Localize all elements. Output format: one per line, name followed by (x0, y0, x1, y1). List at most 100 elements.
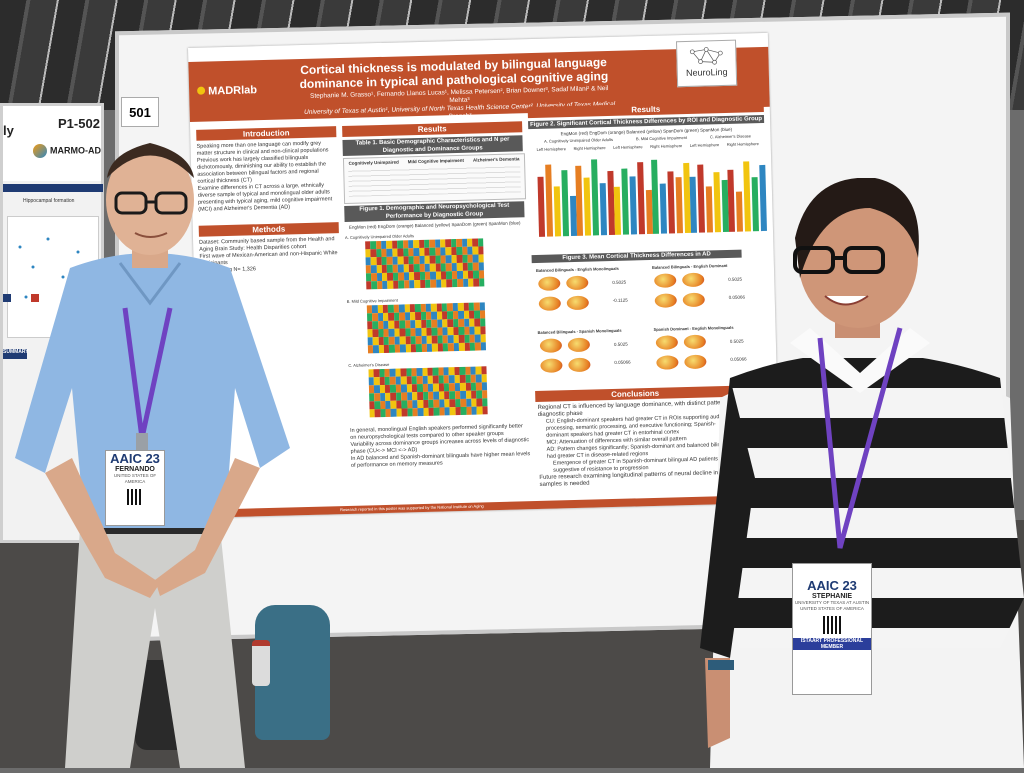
figure1-heatmap-b (366, 302, 487, 354)
neighbor-poster-bar (3, 184, 103, 192)
heatmap-cell (481, 390, 488, 399)
heatmap-cell (479, 310, 486, 319)
neighbor-poster-summary: SUMMARY (3, 349, 29, 359)
madrlab-logo: MADRlab (197, 84, 257, 98)
hemisphere-label: Left Hemisphere (613, 144, 643, 150)
neighbor-poster-number: P1-502 (58, 116, 100, 131)
badge-logo: AAIC 23 (110, 451, 160, 466)
figure1-title: Figure 1. Demographic and Neuropsycholog… (344, 201, 525, 222)
badge-org: UNIVERSITY OF TEXAS AT AUSTIN (794, 600, 870, 605)
brain-map (567, 337, 591, 353)
badge-country: UNITED STATES OF AMERICA (800, 606, 864, 611)
bar (545, 164, 554, 237)
figure3-panel-label: Balanced Bilinguals - Spanish Monolingua… (537, 327, 622, 335)
bar (659, 183, 668, 234)
heatmap-cell (480, 342, 487, 351)
bar (613, 186, 622, 235)
brain-map (655, 335, 679, 350)
heatmap-cell (482, 406, 488, 415)
badge-org: UNITED STATES OF AMERICA (113, 473, 157, 484)
brain-map (538, 296, 561, 311)
hemisphere-label: Left Hemisphere (689, 142, 720, 148)
bar (629, 176, 638, 235)
bar-group (613, 162, 654, 235)
brain-map (540, 358, 563, 373)
heatmap-cell (478, 278, 485, 287)
bar (599, 183, 608, 236)
research-poster: MADRlab Cortical thickness is modulated … (188, 32, 781, 518)
heatmap-cell (480, 334, 486, 343)
brain-map (654, 293, 677, 308)
heatmap-cell (480, 326, 486, 335)
bar (591, 159, 600, 236)
neuroling-logo-text: NeuroLing (685, 66, 728, 78)
figure1-panel-label: B. Mild Cognitive Impairment (346, 297, 398, 304)
neighbor-poster-title-fragment: ly (3, 123, 14, 138)
badge-member-tag: ISTAART PROFESSIONAL MEMBER (793, 638, 871, 650)
heatmap-cell (477, 246, 484, 255)
hemisphere-label: Right Hemisphere (650, 143, 683, 149)
badge-logo: AAIC 23 (807, 578, 857, 593)
heatmap-cell (481, 382, 488, 391)
madrlab-logo-icon (197, 86, 206, 95)
table1-column: Mild Cognitive Impairment (407, 157, 465, 165)
bar (621, 168, 630, 235)
neighbor-poster-legend-swatch (3, 294, 11, 302)
colorbar-label: 0.05066 (614, 359, 631, 365)
neighbor-poster-label: Hippocampal formation (23, 198, 75, 204)
bar (675, 177, 684, 234)
hemisphere-label: Left Hemisphere (536, 146, 567, 152)
person-right: AAIC 23 STEPHANIE UNIVERSITY OF TEXAS AT… (700, 177, 1024, 768)
brain-map (538, 276, 561, 291)
heatmap-cell (481, 374, 487, 383)
bar (553, 186, 562, 237)
neighbor-poster-logo: MARMO-AD (33, 144, 101, 158)
colorbar-label: 0.5025 (612, 279, 627, 285)
heatmap-cell (481, 398, 488, 407)
neuroling-logo: NeuroLing (675, 39, 738, 88)
badge-name: STEPHANIE (811, 593, 853, 600)
brain-map (539, 338, 563, 353)
brain-map (656, 355, 679, 370)
bar-group (651, 159, 692, 234)
badge-name: FERNANDO (115, 466, 155, 473)
neighbor-poster-legend-swatch (31, 294, 39, 302)
bar (651, 159, 660, 234)
figure2-panel-label: A. Cognitively Unimpaired Older Adults (543, 136, 614, 144)
brain-map (568, 357, 591, 373)
figure2-panel-label: C. Alzheimer's Disease (709, 133, 752, 140)
heatmap-cell (481, 366, 487, 375)
hemisphere-label: Right Hemisphere (573, 145, 606, 151)
colorbar-label: -0.1125 (612, 297, 628, 303)
hemisphere-label: Right Hemisphere (726, 141, 759, 147)
brain-map (566, 295, 589, 311)
bar (667, 171, 676, 234)
bar (575, 165, 584, 236)
bar-group (575, 159, 616, 236)
table1-column: Cognitively Unimpaired (348, 159, 399, 166)
madrlab-logo-text: MADRlab (207, 84, 258, 98)
brain-map (566, 275, 589, 291)
board-number: 501 (121, 97, 159, 127)
figure3-panel-label: Balanced Bilinguals - English Monolingua… (535, 265, 619, 273)
person-left-figure (15, 143, 290, 768)
figure1-summary: In general, monolingual English speakers… (350, 423, 531, 470)
qr-code-icon (823, 616, 841, 634)
badge-stephanie: AAIC 23 STEPHANIE UNIVERSITY OF TEXAS AT… (792, 563, 872, 695)
bar (689, 176, 698, 233)
table1-title: Table 1. Basic Demographic Characteristi… (342, 135, 523, 156)
water-bottle (252, 640, 270, 686)
bar (583, 177, 592, 236)
colorbar-label: 0.5025 (613, 341, 628, 347)
bar (537, 176, 546, 237)
figure2-panel-label: B. Mild Cognitive Impairment (635, 134, 688, 142)
figure1-heatmap-c (368, 366, 488, 418)
bar (637, 162, 646, 235)
badge-fernando: AAIC 23 FERNANDO UNITED STATES OF AMERIC… (105, 450, 165, 526)
figure1-heatmap-a (365, 238, 485, 290)
network-icon (689, 47, 723, 65)
bar (561, 170, 570, 237)
heatmap-cell (478, 254, 484, 263)
figure1-panel-label: C. Alzheimer's Disease (348, 361, 390, 368)
heatmap-cell (479, 318, 486, 327)
